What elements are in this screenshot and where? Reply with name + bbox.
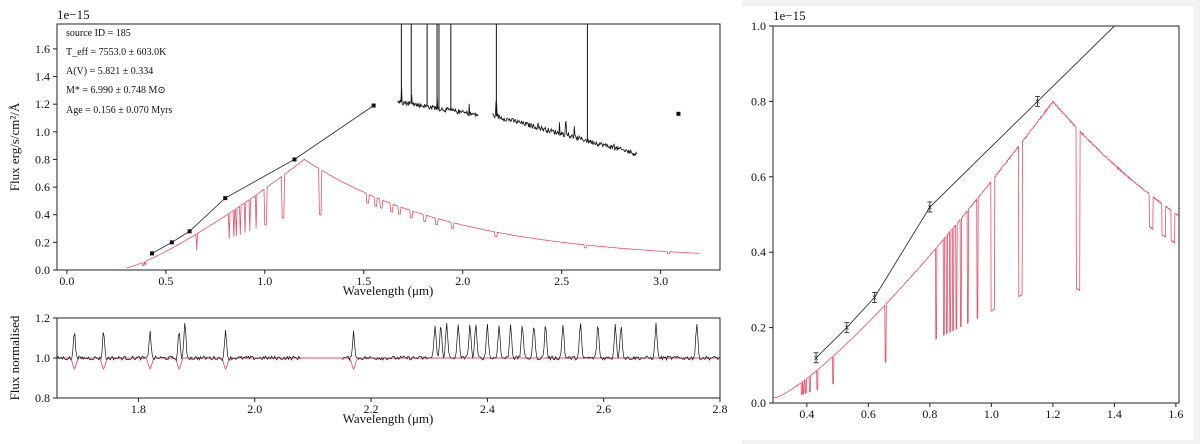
sed-photometry-point (187, 229, 192, 234)
zoom2-ytick-label: 1.0 (751, 19, 766, 33)
zoom2-ytick-label: 0.4 (751, 245, 766, 259)
sed-y-axis-label: Flux erg/s/cm²/Å (7, 102, 22, 191)
zoom-offset-label: 1e−15 (773, 8, 806, 23)
zoom2-xtick-label: 1.0 (984, 407, 999, 421)
zoom-photometry-point: × (1035, 97, 1041, 108)
sed-panel: 1e−15 0.0 0.5 1.0 1.5 2.0 2.5 3.00.00.20.40.60… (7, 7, 721, 298)
zoom-model-spectrum (773, 100, 1179, 398)
annotation-av: A(V) = 5.821 ± 0.334 (66, 66, 153, 77)
sed0-ytick-label: 0.2 (35, 235, 50, 249)
annotation-teff: T_eff = 7553.0 ± 603.0K (66, 47, 167, 58)
annotation-mass: M* = 6.990 ± 0.748 M⊙ (66, 85, 166, 96)
zoom-plot-frame (772, 25, 1180, 404)
zoom2-xtick-label: 0.4 (799, 407, 814, 421)
sed-observed-spectrum (397, 24, 638, 157)
sed0-ytick-label: 1.4 (35, 70, 50, 84)
sed0-ytick-label: 0.0 (35, 263, 50, 277)
sed0-xtick-label: 2.5 (554, 274, 569, 288)
sed-photometry (149, 103, 681, 256)
zoom2-xtick-label: 1.2 (1045, 407, 1060, 421)
normalised-panel: 1.8 2.0 2.2 2.4 2.6 2.8 0.8 1.0 1.2 Wavelength (… (7, 311, 728, 426)
right-figure-background (742, 6, 1194, 440)
norm1-xtick-label: 2.4 (480, 402, 495, 416)
norm1-xtick-label: 2.2 (364, 402, 379, 416)
normalised-spectrum-segment (341, 322, 721, 362)
zoom2-xtick-label: 0.8 (922, 407, 937, 421)
zoom2-xtick-label: 1.4 (1107, 407, 1122, 421)
normalised-y-axis-label: Flux normalised (7, 315, 22, 400)
sed0-xtick-label: 1.5 (356, 274, 371, 288)
sed0-xtick-label: 3.0 (653, 274, 668, 288)
sed0-ytick-label: 1.2 (35, 97, 50, 111)
zoom-photometry-point: × (927, 202, 933, 213)
zoom-photometry: × × × × × (813, 26, 1115, 364)
norm1-ytick-label: 1.2 (35, 311, 50, 325)
sed0-xtick-label: 1.0 (257, 274, 272, 288)
zoom-panel: 1e−15 0.4 0.6 0.8 1.0 1.2 1.4 1.60.00.20.40.60… (751, 8, 1183, 421)
annotation-source-id: source ID = 185 (66, 28, 131, 39)
zoom2-xtick-label: 1.6 (1168, 407, 1183, 421)
sed-spectrum-segment (492, 100, 638, 157)
norm1-xtick-label: 2.8 (713, 402, 728, 416)
sed-photometry-point (169, 240, 174, 245)
sed-annotations: source ID = 185 T_eff = 7553.0 ± 603.0K … (66, 28, 173, 116)
normalised-observed-spectrum (56, 322, 721, 362)
sed-plot-frame (56, 23, 721, 271)
zoom2-ytick-label: 0.0 (751, 396, 766, 410)
sed-photometry-point (223, 196, 228, 201)
left-figure-background (0, 0, 742, 444)
zoom2-ytick-label: 0.8 (751, 94, 766, 108)
norm1-ytick-label: 0.8 (35, 391, 50, 405)
norm1-ytick-label: 1.0 (35, 351, 50, 365)
norm1-xtick-label: 2.0 (247, 402, 262, 416)
zoom-photometry-line (815, 26, 1115, 359)
sed0-xtick-label: 0.5 (158, 274, 173, 288)
sed-offset-label: 1e−15 (57, 7, 90, 22)
zoom-model-line (773, 100, 1179, 398)
zoom-photometry-point: × (813, 353, 819, 364)
sed0-xtick-label: 0.0 (59, 274, 74, 288)
sed-ticks: 0.0 0.5 1.0 1.5 2.0 2.5 3.0 0.0 0.2 0.4 0.6 0.8 1.0 1… (35, 42, 668, 288)
sed-model-spectrum (126, 158, 700, 269)
normalised-ticks: 1.8 2.0 2.2 2.4 2.6 2.8 0.8 1.0 1.2 (35, 311, 728, 416)
zoom-photometry-point: × (844, 323, 850, 334)
zoom2-ytick-label: 0.2 (751, 321, 766, 335)
sed-photometry-point (149, 251, 154, 256)
zoom-ticks: 0.4 0.6 0.8 1.0 1.2 1.4 1.6 0.0 0.2 0.4 0.6 0.8 1.0 (751, 19, 1183, 421)
sed-photometry-line (151, 105, 374, 254)
zoom2-ytick-label: 0.6 (751, 170, 766, 184)
annotation-age: Age = 0.156 ± 0.070 Myrs (66, 105, 173, 116)
sed0-ytick-label: 1.6 (35, 42, 50, 56)
sed-model-line (126, 158, 700, 269)
sed-photometry-point (292, 157, 297, 162)
sed-photometry-point (676, 111, 681, 116)
sed0-xtick-label: 2.0 (455, 274, 470, 288)
sed0-ytick-label: 0.8 (35, 152, 50, 166)
normalised-spectrum-segment (56, 323, 302, 362)
normalised-x-axis-label: Wavelength (μm) (343, 411, 434, 426)
norm1-xtick-label: 1.8 (131, 402, 146, 416)
sed-x-axis-label: Wavelength (μm) (343, 283, 434, 298)
sed0-ytick-label: 1.0 (35, 125, 50, 139)
sed0-ytick-label: 0.4 (35, 208, 50, 222)
zoom2-xtick-label: 0.6 (861, 407, 876, 421)
sed-photometry-point (371, 103, 376, 108)
sed0-ytick-label: 0.6 (35, 180, 50, 194)
norm1-xtick-label: 2.6 (596, 402, 611, 416)
zoom-photometry-point: × (872, 293, 878, 304)
